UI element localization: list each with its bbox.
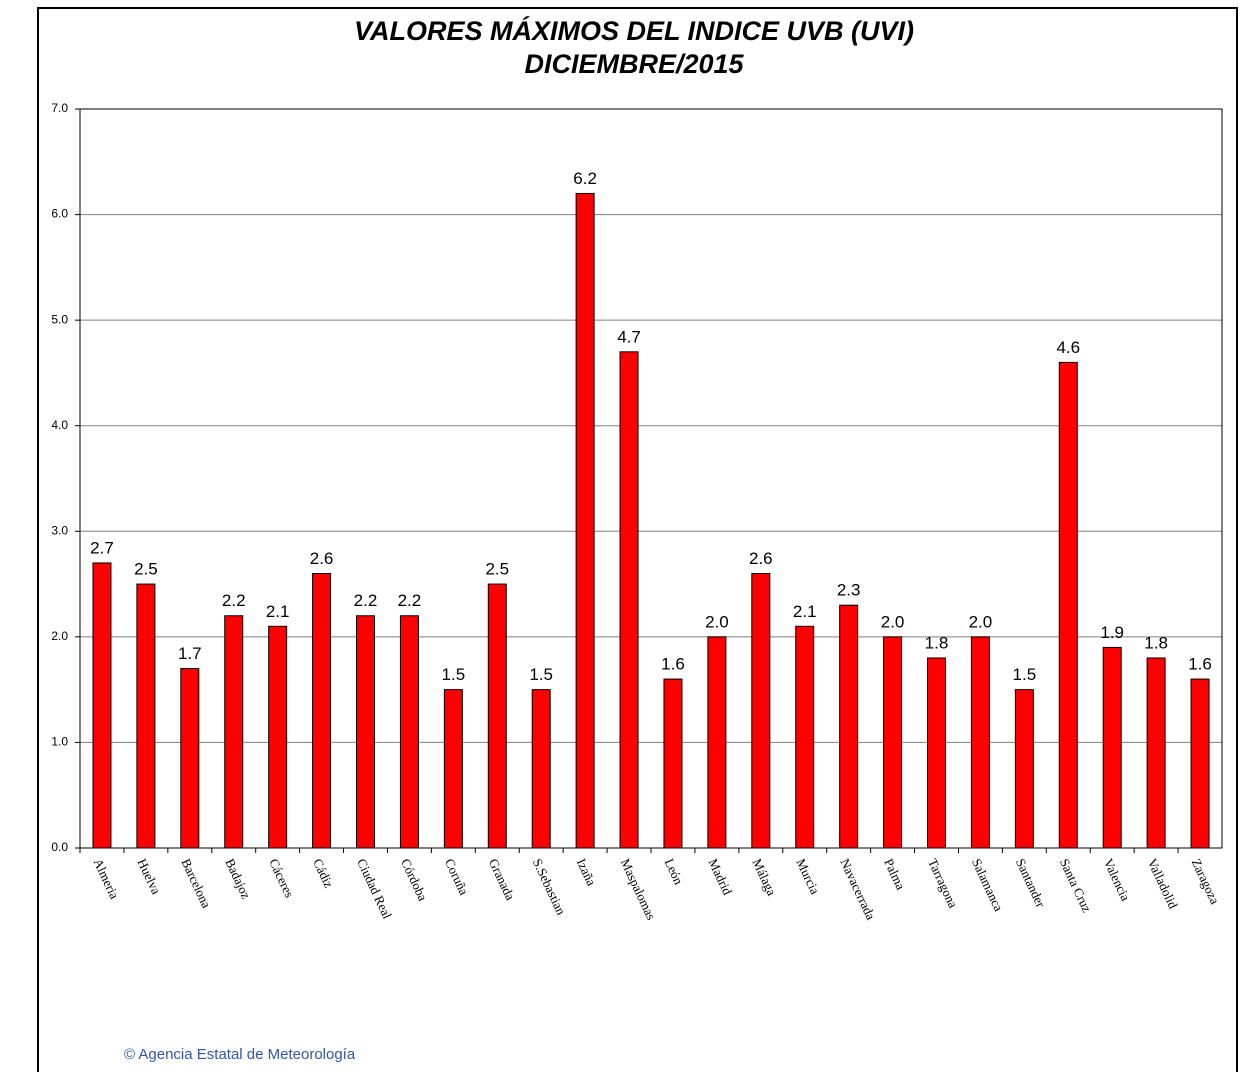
chart-title: VALORES MÁXIMOS DEL INDICE UVB (UVI) <box>354 15 914 46</box>
value-label: 2.6 <box>310 549 334 568</box>
value-label: 2.2 <box>398 591 422 610</box>
bar <box>1190 678 1210 849</box>
value-label: 2.7 <box>90 538 114 557</box>
x-tick-label: Coruña <box>442 856 472 897</box>
bar <box>839 604 859 849</box>
bar <box>1014 689 1034 849</box>
x-tick-label: Ciudad Real <box>354 856 395 921</box>
value-label: 2.1 <box>793 602 817 621</box>
bar <box>268 625 288 849</box>
bar <box>751 573 771 849</box>
x-tick-label: Córdoba <box>398 856 431 903</box>
y-tick-label: 2.0 <box>51 629 68 643</box>
bar <box>795 625 815 849</box>
value-label: 4.6 <box>1056 338 1080 357</box>
x-tick-label: Madrid <box>705 856 735 897</box>
value-label: 1.5 <box>1013 665 1037 684</box>
value-label: 2.6 <box>749 549 773 568</box>
x-tick-label: Valladolid <box>1145 856 1181 911</box>
y-tick-label: 3.0 <box>51 523 68 537</box>
value-label: 2.2 <box>222 591 246 610</box>
bar <box>312 573 332 849</box>
value-label: 4.7 <box>617 327 641 346</box>
bar <box>443 689 463 849</box>
value-label: 1.7 <box>178 644 202 663</box>
plot-border <box>79 108 1223 849</box>
x-tick-label: Huelva <box>134 856 164 897</box>
bar <box>136 583 156 849</box>
x-tick-label: Izaña <box>574 856 600 888</box>
value-label: 6.2 <box>573 169 597 188</box>
value-label: 1.9 <box>1100 623 1124 642</box>
x-tick-label: Santander <box>1013 856 1049 910</box>
y-tick-label: 7.0 <box>51 101 68 115</box>
value-label: 1.8 <box>1144 633 1168 652</box>
x-tick-label: Santa Cruz <box>1057 856 1095 915</box>
bar <box>575 192 595 849</box>
y-tick-label: 4.0 <box>51 418 68 432</box>
value-label: 2.0 <box>969 612 993 631</box>
bar <box>487 583 507 849</box>
x-tick-label: Palma <box>881 856 908 892</box>
bar <box>1146 657 1166 849</box>
x-tick-label: Badajoz <box>222 856 254 901</box>
chart-frame <box>37 7 1238 1072</box>
y-tick-label: 6.0 <box>51 207 68 221</box>
bar <box>531 689 551 849</box>
value-label: 1.6 <box>1188 655 1212 674</box>
chart-subtitle: DICIEMBRE/2015 <box>524 49 744 79</box>
x-tick-label: S.Sebastian <box>530 856 569 917</box>
y-tick-label: 1.0 <box>51 735 68 749</box>
y-tick-label: 5.0 <box>51 312 68 326</box>
bar <box>883 636 903 849</box>
value-label: 2.5 <box>134 560 158 579</box>
value-label: 1.5 <box>442 665 466 684</box>
x-tick-label: Málaga <box>749 856 779 898</box>
bar <box>927 657 946 849</box>
bar <box>1102 646 1122 849</box>
value-label: 1.8 <box>925 633 949 652</box>
x-tick-label: Barcelona <box>178 856 214 910</box>
bar <box>619 351 639 849</box>
value-label: 2.0 <box>705 612 729 631</box>
bar <box>663 678 683 849</box>
bar <box>399 615 419 849</box>
x-tick-label: Cádiz <box>310 856 337 890</box>
value-label: 2.2 <box>354 591 378 610</box>
x-tick-label: Maspalomas <box>618 856 659 922</box>
footer: © Agencia Estatal de Meteorología <box>124 1046 356 1063</box>
bar <box>356 615 375 849</box>
value-label: 2.3 <box>837 581 861 600</box>
value-label: 1.5 <box>529 665 553 684</box>
x-tick-label: Granada <box>486 856 518 902</box>
bar <box>224 615 244 849</box>
x-tick-label: Salamanca <box>969 856 1006 914</box>
bar <box>707 636 727 849</box>
bar <box>970 636 990 849</box>
bar <box>1058 361 1078 849</box>
bar <box>180 668 200 849</box>
x-tick-label: Almeria <box>91 856 123 901</box>
value-label: 2.0 <box>881 612 905 631</box>
x-tick-label: Cáceres <box>266 856 297 900</box>
x-tick-label: Tarragona <box>925 856 961 910</box>
value-label: 2.1 <box>266 602 290 621</box>
y-tick-label: 0.0 <box>51 840 68 854</box>
x-tick-label: León <box>662 856 687 887</box>
x-tick-label: Valencia <box>1101 856 1134 903</box>
value-label: 2.5 <box>485 560 509 579</box>
value-label: 1.6 <box>661 655 685 674</box>
x-tick-label: Navacerrada <box>837 856 878 922</box>
x-tick-label: Zaragoza <box>1189 856 1223 906</box>
bar <box>92 562 112 849</box>
x-tick-label: Murcia <box>793 856 823 897</box>
